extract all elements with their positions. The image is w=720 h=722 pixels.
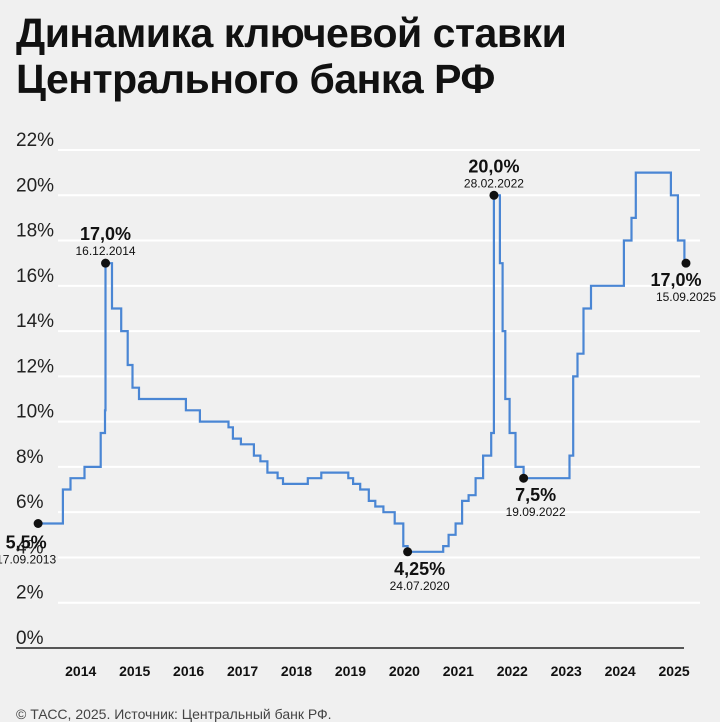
y-tick-label: 22%	[16, 130, 54, 151]
y-tick-label: 18%	[16, 221, 54, 242]
annotation-point	[519, 473, 529, 483]
annotation-point	[681, 258, 691, 268]
x-tick-label: 2014	[65, 663, 96, 679]
rate-series-line	[38, 171, 686, 553]
x-tick-label: 2018	[281, 663, 312, 679]
x-tick-label: 2021	[443, 663, 474, 679]
annotation-date-label: 19.09.2022	[506, 505, 566, 519]
x-tick-label: 2020	[389, 663, 420, 679]
annotation-value-label: 5,5%	[6, 533, 47, 553]
annotation-date-label: 24.07.2020	[390, 579, 450, 593]
annotation-date-label: 17.09.2013	[0, 553, 56, 567]
annotation-date-label: 28.02.2022	[464, 176, 524, 190]
y-tick-label: 8%	[16, 447, 44, 468]
annotation-value-label: 4,25%	[394, 559, 445, 579]
annotation-date-label: 15.09.2025	[656, 290, 716, 304]
x-tick-label: 2019	[335, 663, 366, 679]
y-tick-label: 14%	[16, 311, 54, 332]
source-footer: © ТАСС, 2025. Источник: Центральный банк…	[16, 706, 332, 722]
y-tick-label: 0%	[16, 628, 44, 649]
annotation-value-label: 7,5%	[515, 485, 556, 505]
y-tick-label: 2%	[16, 583, 44, 604]
title-line-2: Центрального банка РФ	[16, 56, 495, 102]
x-tick-label: 2025	[659, 663, 690, 679]
chart-title: Динамика ключевой ставки Центрального ба…	[16, 10, 567, 102]
y-tick-label: 10%	[16, 402, 54, 423]
y-tick-label: 12%	[16, 356, 54, 377]
y-tick-label: 6%	[16, 492, 44, 513]
annotation-value-label: 17,0%	[650, 270, 701, 290]
annotation-value-label: 20,0%	[468, 156, 519, 176]
x-tick-label: 2016	[173, 663, 204, 679]
annotation-point	[33, 519, 43, 528]
y-tick-label: 16%	[16, 266, 54, 287]
x-tick-label: 2015	[119, 663, 150, 679]
annotation-point	[403, 547, 413, 557]
annotation-value-label: 17,0%	[80, 224, 131, 244]
y-tick-label: 4%	[16, 537, 44, 558]
x-tick-label: 2022	[497, 663, 528, 679]
x-tick-label: 2024	[605, 663, 636, 679]
x-tick-label: 2017	[227, 663, 258, 679]
title-line-1: Динамика ключевой ставки	[16, 10, 567, 56]
x-tick-label: 2023	[551, 663, 582, 679]
y-tick-label: 20%	[16, 175, 54, 196]
annotation-date-label: 16.12.2014	[76, 244, 136, 258]
annotation-point	[489, 190, 499, 200]
annotation-point	[101, 258, 111, 268]
